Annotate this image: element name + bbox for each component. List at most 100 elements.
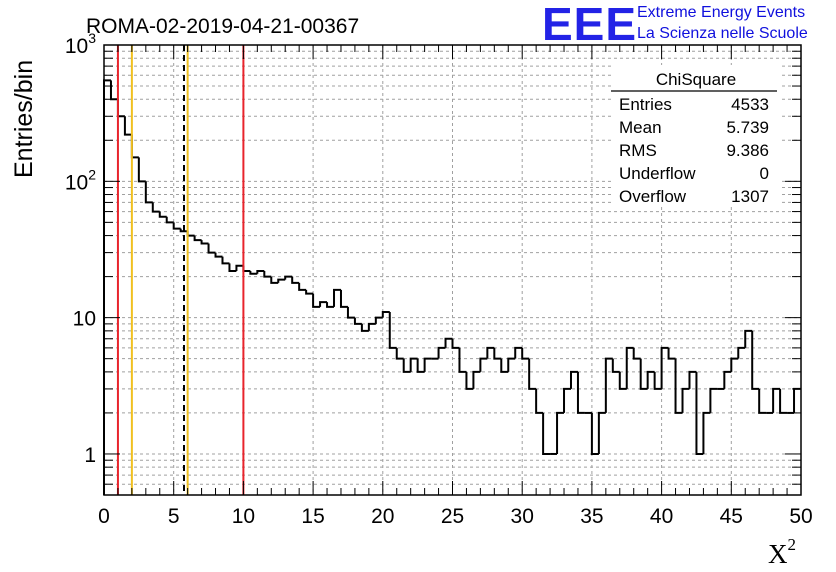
stats-row-label: Mean xyxy=(619,118,662,137)
histogram-bin xyxy=(793,387,801,413)
histogram-bin xyxy=(758,388,767,414)
histogram-bin xyxy=(291,276,300,284)
y-tick-label-base: 1 xyxy=(84,444,96,467)
histogram-bin xyxy=(207,243,216,254)
x-tick-labels: 0 5 10 15 20 25 30 35 40 45 50 xyxy=(98,505,813,528)
histogram-bin xyxy=(646,370,655,389)
stats-rows: Entries 4533 Mean 5.739 RMS 9.386 Underflow 0 Ov… xyxy=(619,95,769,206)
y-tick-label: 10 xyxy=(73,308,96,331)
histogram-bin xyxy=(298,282,307,291)
histogram-bin xyxy=(702,411,711,454)
histogram-bin xyxy=(779,388,788,414)
x-axis-label: X2 xyxy=(768,535,796,569)
x-axis-label-base: X xyxy=(768,539,788,569)
histogram-bin xyxy=(346,306,355,319)
y-tick-label-base: 10 xyxy=(65,35,88,58)
histogram-bin xyxy=(130,134,139,159)
histogram-bin xyxy=(751,330,760,390)
histogram-bin xyxy=(214,252,223,258)
histogram-bin xyxy=(284,275,293,280)
histogram-bin xyxy=(625,346,634,389)
histogram-bin xyxy=(737,346,746,359)
histogram-bin xyxy=(319,301,328,307)
y-tick-label: 1 xyxy=(84,444,96,467)
y-tick-label: 102 xyxy=(65,166,96,194)
eee-logo: EEE Extreme Energy Events La Scienza nel… xyxy=(542,0,808,50)
histogram-bin xyxy=(500,358,509,373)
x-tick-label: 45 xyxy=(720,505,743,528)
histogram-bin xyxy=(256,269,265,274)
histogram-bin xyxy=(618,371,627,390)
plot-frame xyxy=(103,44,802,496)
histogram-bin xyxy=(263,270,272,278)
x-tick-label: 25 xyxy=(441,505,464,528)
histogram-bin xyxy=(333,288,341,307)
histogram-bin xyxy=(326,302,335,308)
stats-row-value: 9.386 xyxy=(726,141,769,160)
x-tick-label: 20 xyxy=(371,505,394,528)
x-tick-label: 50 xyxy=(789,505,812,528)
histogram-bin xyxy=(360,323,369,332)
histogram-bin xyxy=(193,235,202,242)
histogram-bin xyxy=(479,357,488,372)
histogram-bin xyxy=(563,387,571,413)
histogram-bin xyxy=(653,371,662,390)
y-tick-label-base: 10 xyxy=(73,308,96,331)
x-tick-label: 5 xyxy=(168,505,180,528)
histogram-bin xyxy=(423,357,432,372)
histogram-bin xyxy=(353,317,362,325)
histogram-bin xyxy=(249,270,258,275)
histogram-bin xyxy=(402,358,411,373)
stats-row-value: 1307 xyxy=(731,187,769,206)
histogram-bin xyxy=(597,411,606,454)
histogram-bin xyxy=(416,358,425,373)
histogram-bin xyxy=(590,412,599,455)
y-axis-label: Entries/bin xyxy=(10,60,38,178)
histogram-bin xyxy=(381,310,390,318)
histogram-bin xyxy=(667,347,676,360)
histogram-bin xyxy=(472,370,481,389)
histogram-bin xyxy=(374,316,383,324)
histogram-bin xyxy=(151,202,160,213)
histogram-bin xyxy=(486,346,495,359)
stats-title: ChiSquare xyxy=(656,70,736,89)
histogram-bin xyxy=(451,338,460,349)
stats-row-label: Overflow xyxy=(619,187,687,206)
histogram-bin xyxy=(123,116,132,136)
histogram-bin xyxy=(681,387,690,413)
histogram-bin xyxy=(109,80,118,101)
histogram-bin xyxy=(556,411,565,454)
histogram-bin xyxy=(186,231,195,237)
stats-box: ChiSquare Entries 4533 Mean 5.739 RMS 9.386 Un… xyxy=(611,65,781,207)
histogram-bin xyxy=(458,347,467,373)
x-axis-label-superscript: 2 xyxy=(788,535,797,554)
histogram-bin xyxy=(395,347,404,360)
stats-row-label: Entries xyxy=(619,95,672,114)
stats-box-background xyxy=(611,65,781,207)
histogram-bin xyxy=(521,347,530,360)
histogram-bin xyxy=(611,358,620,373)
histogram-bin xyxy=(200,240,209,245)
histogram-bin xyxy=(723,370,732,389)
histogram-bin xyxy=(242,265,251,272)
histogram-bin xyxy=(437,346,446,359)
histogram-bin xyxy=(535,388,544,414)
histogram-bin xyxy=(144,181,153,204)
histogram-bin xyxy=(604,357,613,413)
stats-row-label: Underflow xyxy=(619,164,696,183)
x-tick-label: 40 xyxy=(650,505,673,528)
stats-row-label: RMS xyxy=(619,141,657,160)
histogram-bin xyxy=(235,264,244,271)
histogram-bin xyxy=(172,222,181,230)
histogram-bin xyxy=(221,256,230,265)
x-tick-label: 10 xyxy=(232,505,255,528)
histogram-bin xyxy=(103,79,111,495)
histogram-bin xyxy=(228,263,237,272)
y-tick-label-exponent: 3 xyxy=(88,30,96,46)
histogram-bin xyxy=(772,387,781,413)
histogram-bin xyxy=(507,357,516,372)
axes xyxy=(103,44,802,496)
eee-logo-line2: La Scienza nelle Scuole xyxy=(637,25,808,42)
eee-logo-line1: Extreme Energy Events xyxy=(637,4,805,21)
